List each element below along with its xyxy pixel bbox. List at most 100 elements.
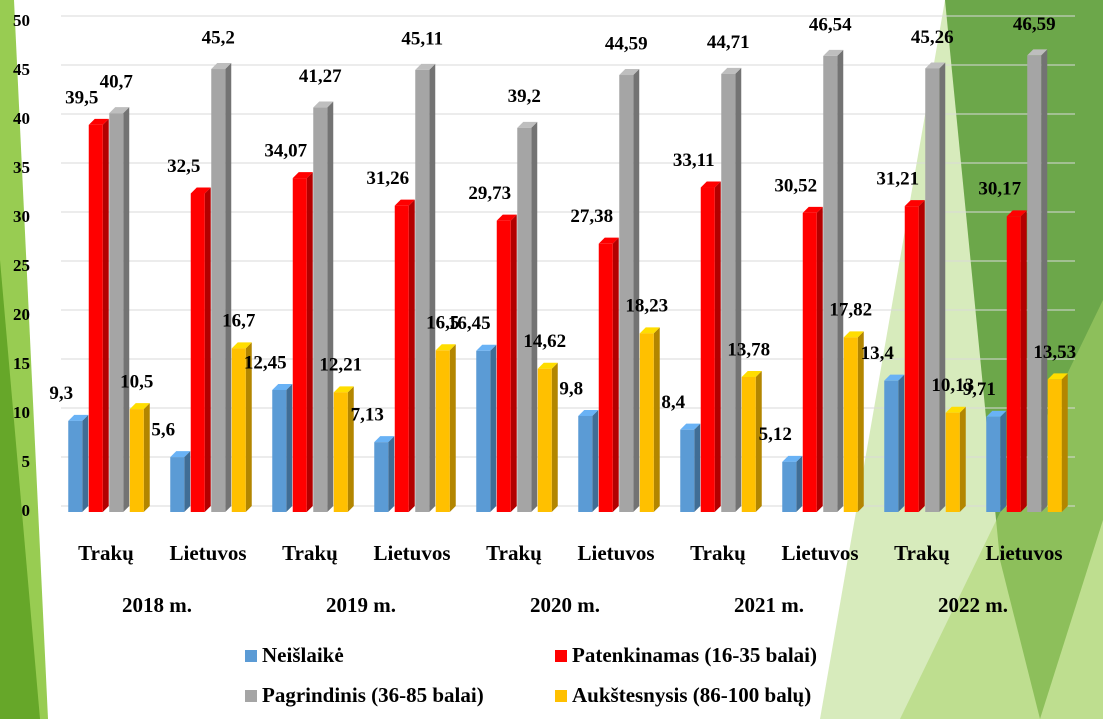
bar	[843, 337, 858, 512]
data-label: 8,4	[661, 392, 685, 413]
x-tick-label: Lietuvos	[373, 541, 450, 565]
decor-left-dark	[0, 260, 40, 719]
x-tick-label: Lietuvos	[985, 541, 1062, 565]
legend-label: Neišlaikė	[262, 643, 344, 667]
bar-top	[1006, 210, 1027, 217]
bar-top	[88, 118, 109, 125]
bar-top	[537, 362, 558, 369]
x-tick-label: Trakų	[486, 541, 542, 565]
data-label: 9,3	[49, 383, 73, 404]
bar-side	[1000, 410, 1007, 512]
x-tick-label: Lietuvos	[781, 541, 858, 565]
bar-top	[517, 121, 538, 128]
y-tick-label: 35	[13, 158, 30, 177]
data-label: 30,17	[978, 179, 1021, 200]
bar	[782, 461, 797, 512]
bar-top	[945, 406, 966, 413]
bar-side	[82, 414, 89, 512]
bar-top	[598, 237, 619, 244]
data-label: 45,2	[202, 27, 235, 48]
bar-side	[408, 199, 415, 513]
bar-side	[714, 181, 721, 512]
legend-label: Aukštesnysis (86-100 balų)	[572, 683, 811, 707]
bar-top	[374, 436, 395, 443]
bar	[68, 420, 83, 512]
data-label: 32,5	[167, 156, 200, 177]
bar-top	[823, 49, 844, 56]
data-label: 45,26	[911, 27, 954, 48]
y-tick-label: 10	[13, 403, 30, 422]
bar-side	[449, 344, 456, 512]
bar	[884, 380, 899, 512]
legend-swatch	[245, 650, 257, 662]
bar	[170, 457, 185, 512]
bar-side	[123, 107, 130, 512]
bar	[190, 193, 205, 512]
y-tick-label: 45	[13, 60, 30, 79]
bar	[88, 124, 103, 513]
data-label: 12,45	[244, 352, 287, 373]
bar-top	[231, 342, 252, 349]
data-label: 33,11	[673, 150, 715, 171]
y-tick-label: 25	[13, 256, 30, 275]
bar-top	[680, 423, 701, 430]
bar-top	[496, 214, 517, 221]
y-tick-label: 50	[13, 11, 30, 30]
bar	[415, 69, 430, 512]
data-label: 17,82	[829, 300, 872, 321]
data-label: 9,8	[559, 378, 583, 399]
bar	[537, 368, 552, 512]
bar-side	[204, 187, 211, 512]
group-label: 2021 m.	[734, 593, 804, 617]
bar	[904, 206, 919, 512]
y-tick-label: 5	[22, 452, 31, 471]
bar-top	[721, 67, 742, 74]
legend-label: Pagrindinis (36-85 balai)	[262, 683, 484, 707]
data-label: 18,23	[625, 296, 668, 317]
bar	[129, 409, 144, 512]
bar-top	[435, 344, 456, 351]
data-label: 29,73	[468, 183, 511, 204]
bar	[394, 205, 409, 513]
data-label: 34,07	[264, 140, 307, 161]
bar	[476, 350, 491, 512]
bar-top	[904, 200, 925, 207]
bar-top	[129, 403, 150, 410]
bar-side	[918, 200, 925, 512]
bar-side	[755, 370, 762, 512]
data-label: 9,71	[963, 379, 996, 400]
bar-top	[313, 101, 334, 108]
data-label: 31,26	[366, 168, 409, 189]
data-label: 40,7	[100, 71, 134, 92]
bar-top	[986, 410, 1007, 417]
bar-side	[959, 406, 966, 512]
bar-top	[211, 63, 232, 70]
bar-top	[782, 455, 803, 462]
bar-side	[551, 362, 558, 512]
bar-top	[639, 327, 660, 334]
bar	[231, 348, 246, 512]
data-label: 7,13	[351, 404, 384, 425]
bar-top	[1047, 373, 1068, 380]
bar-top	[925, 62, 946, 69]
bar	[435, 350, 450, 512]
bar-side	[1061, 373, 1068, 512]
group-label: 2018 m.	[122, 593, 192, 617]
x-tick-label: Trakų	[282, 541, 338, 565]
data-label: 5,6	[151, 419, 175, 440]
x-tick-label: Lietuvos	[577, 541, 654, 565]
bar-top	[109, 107, 130, 114]
bar-side	[286, 383, 293, 512]
data-label: 45,11	[401, 28, 443, 49]
legend-swatch	[555, 650, 567, 662]
bar-side	[1020, 210, 1027, 513]
y-tick-label: 30	[13, 207, 30, 226]
bar-top	[802, 206, 823, 213]
bar	[1006, 216, 1021, 513]
bar-top	[68, 414, 89, 421]
bar	[272, 389, 287, 512]
bar-side	[939, 62, 946, 513]
bar-side	[531, 121, 538, 512]
bar	[823, 55, 838, 513]
